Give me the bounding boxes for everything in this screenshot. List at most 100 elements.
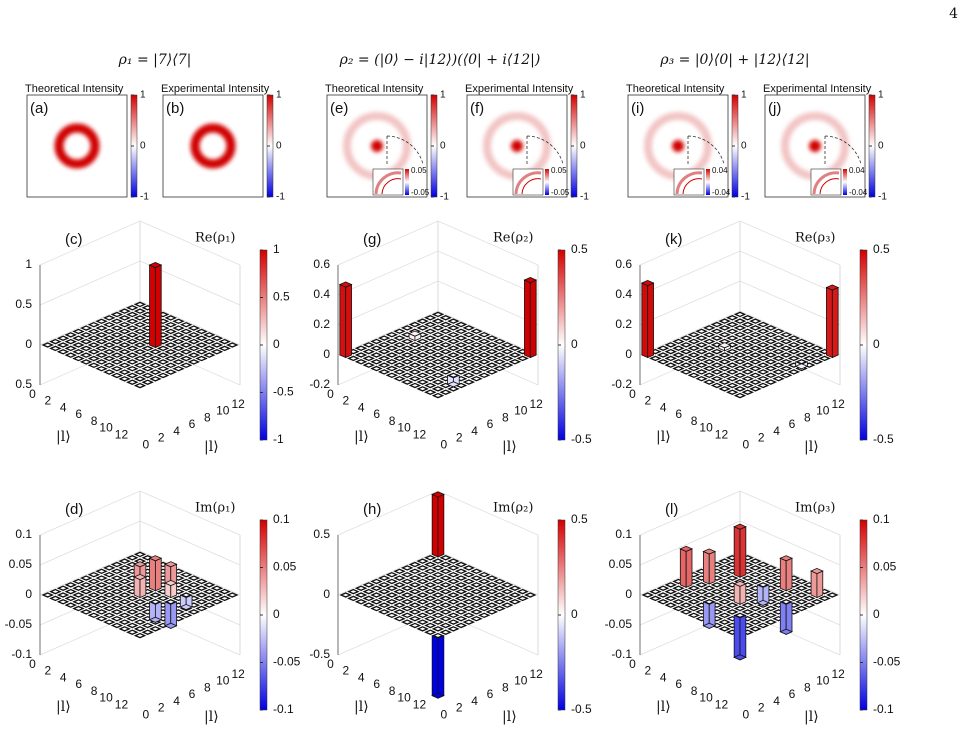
- floor-cell: [133, 605, 147, 612]
- floor-cell: [439, 629, 452, 635]
- z-tick-label: 0: [323, 587, 330, 601]
- floor-cell: [164, 328, 177, 335]
- floor-cell: [756, 342, 770, 348]
- floor-cell: [401, 352, 414, 358]
- floor-cell: [87, 571, 101, 578]
- floor-cell: [672, 592, 685, 598]
- floor-cell: [385, 359, 399, 365]
- floor-cell: [703, 372, 716, 379]
- row-tick-label: 6: [373, 677, 380, 691]
- col-tick-label: 2: [456, 701, 463, 715]
- floor-cell: [787, 369, 801, 375]
- floor-cell: [501, 348, 514, 355]
- col-tick-label: 12: [529, 397, 543, 411]
- row-tick-label: 12: [715, 697, 729, 711]
- floor-cell: [103, 565, 116, 571]
- floor-cell: [377, 362, 391, 368]
- floor-cell: [756, 622, 770, 629]
- floor-cell: [454, 348, 468, 355]
- col-tick-label: 4: [173, 424, 180, 438]
- floor-cell: [164, 321, 177, 328]
- floor-cell: [195, 578, 208, 585]
- row-tick-label: 8: [389, 684, 396, 698]
- floor-cell: [795, 599, 808, 605]
- z-tick-label: 0.05: [609, 557, 633, 571]
- floor-cell: [431, 626, 445, 632]
- floor-cell: [118, 376, 131, 382]
- floor-cell: [741, 382, 754, 389]
- row-tick-label: 12: [413, 427, 427, 441]
- floor-cell: [431, 311, 445, 318]
- floor-cell: [501, 355, 514, 362]
- floor-cell: [710, 375, 724, 382]
- floor-cell: [779, 592, 793, 598]
- colorbar-tick-label: -1: [276, 192, 285, 203]
- floor-cell: [687, 592, 701, 598]
- floor-cell: [79, 338, 93, 345]
- floor-cell: [195, 342, 208, 348]
- floor-cell: [741, 375, 754, 382]
- floor-cell: [787, 595, 801, 602]
- floor-cell: [424, 568, 437, 575]
- floor-cell: [470, 595, 483, 602]
- floor-cell: [354, 352, 368, 358]
- floor-cell: [179, 335, 193, 341]
- bar-top: [431, 491, 445, 498]
- floor-cell: [133, 632, 147, 639]
- floor-cell: [454, 342, 468, 348]
- floor-cell: [156, 365, 170, 372]
- floor-cell: [493, 592, 506, 598]
- floor-cell: [787, 342, 801, 348]
- floor-cell: [141, 622, 154, 629]
- floor-cell: [362, 342, 375, 348]
- floor-cell: [118, 321, 131, 328]
- inset-tick-label: 0.05: [411, 166, 427, 175]
- floor-cell: [87, 342, 101, 348]
- floor-cell: [141, 345, 154, 352]
- row-axis-label: |l⟩: [354, 429, 369, 445]
- bar: [133, 573, 147, 599]
- intensity-ring: [54, 123, 100, 169]
- bar-top: [446, 381, 461, 388]
- floor-cell: [516, 355, 529, 362]
- floor-cell: [110, 332, 124, 338]
- floor-cell: [454, 588, 468, 595]
- floor-cell: [703, 379, 716, 385]
- floor-cell: [187, 338, 201, 345]
- floor-cell: [439, 575, 452, 581]
- floor-cell: [726, 369, 739, 375]
- floor-cell: [733, 311, 747, 318]
- floor-cell: [95, 352, 108, 358]
- floor-cell: [126, 332, 139, 338]
- floor-cell: [477, 352, 491, 358]
- floor-cell: [79, 609, 93, 615]
- floor-cell: [416, 585, 429, 591]
- row-tick-label: 2: [645, 664, 652, 678]
- floor-cell: [703, 599, 716, 605]
- bar-face: [647, 282, 654, 359]
- floor-cell: [454, 575, 468, 581]
- floor-cell: [110, 352, 124, 358]
- floor-cell: [103, 605, 116, 612]
- floor-cell: [672, 352, 685, 358]
- colorbar-tick-label: -0.1: [873, 702, 894, 716]
- floor-cell: [401, 365, 414, 372]
- floor-cell: [439, 348, 452, 355]
- floor-cell: [710, 355, 724, 362]
- floor-cell: [749, 318, 762, 324]
- floor-cell: [756, 609, 770, 615]
- floor-cell: [172, 338, 185, 345]
- floor-cell: [470, 369, 483, 375]
- floor-cell: [803, 595, 816, 602]
- grid-line: [639, 280, 841, 326]
- floor-cell: [126, 345, 139, 352]
- floor-cell: [524, 592, 537, 598]
- floor-cell: [454, 568, 468, 575]
- floor-cell: [49, 345, 62, 352]
- floor-cell: [408, 615, 422, 622]
- floor-cell: [749, 338, 762, 345]
- floor-cell: [447, 626, 460, 632]
- floor-cell: [126, 602, 139, 608]
